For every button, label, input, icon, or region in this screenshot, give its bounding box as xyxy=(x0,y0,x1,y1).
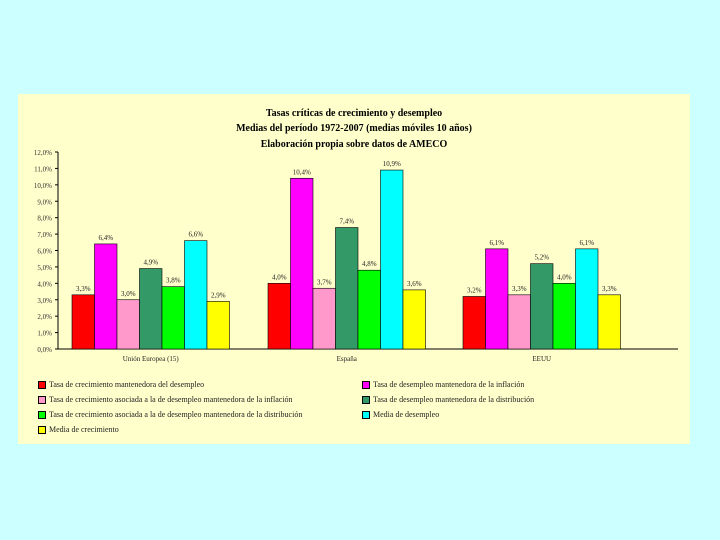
bar xyxy=(290,177,314,350)
bar-value-label: 3,3% xyxy=(602,285,617,293)
bar-value-label: 10,9% xyxy=(383,160,401,168)
legend-label: Tasa de desempleo mantenedora de la dist… xyxy=(373,395,535,404)
y-tick-label: 2,0% xyxy=(37,313,52,321)
bar xyxy=(161,286,185,350)
bar xyxy=(139,268,163,350)
bar-chart: 0,0% 1,0% 2,0% 3,0% 4,0% 5,0% 6,0% 7,0% 8,0% 9,0%… xyxy=(34,149,678,363)
bar-value-label: 4,8% xyxy=(362,260,377,268)
y-tick-label: 6,0% xyxy=(37,248,52,256)
bar xyxy=(335,227,359,350)
legend-swatch xyxy=(362,381,370,390)
legend-swatch xyxy=(38,381,46,390)
legend-item: Tasa de crecimiento asociada a la de des… xyxy=(38,410,303,420)
bar xyxy=(357,269,381,350)
x-category-label: España xyxy=(337,355,358,363)
legend-item: Tasa de crecimiento mantenedora del dese… xyxy=(38,380,205,390)
bar-value-label: 6,1% xyxy=(489,239,504,247)
chart-source-note: Elaboración propia sobre datos de AMECO xyxy=(260,139,448,150)
y-tick-label: 4,0% xyxy=(37,280,52,288)
bar-value-label: 7,4% xyxy=(339,218,354,226)
x-category-label: EEUU xyxy=(532,355,551,363)
legend-swatch xyxy=(38,426,46,435)
chart-legend: Tasa de crecimiento mantenedora del dese… xyxy=(32,377,688,440)
bar-value-label: 10,4% xyxy=(293,168,311,176)
bar xyxy=(507,294,531,350)
y-tick-label: 9,0% xyxy=(37,198,52,206)
legend-swatch xyxy=(38,411,46,420)
bar xyxy=(485,248,509,350)
bar-value-label: 3,3% xyxy=(76,285,91,293)
chart-title: Tasas críticas de crecimiento y desemple… xyxy=(265,108,443,119)
legend-label: Media de crecimiento xyxy=(49,425,119,434)
bar-value-label: 6,4% xyxy=(98,234,113,242)
legend-label: Media de desempleo xyxy=(373,410,440,419)
bar-value-label: 3,7% xyxy=(317,278,332,286)
bar xyxy=(206,301,230,350)
bar xyxy=(94,243,118,350)
legend-swatch xyxy=(362,396,370,405)
legend-item: Media de desempleo xyxy=(362,410,440,420)
y-tick-label: 10,0% xyxy=(34,182,52,190)
bar-value-label: 3,8% xyxy=(166,277,181,285)
y-tick-label: 0,0% xyxy=(37,346,52,354)
bar-value-label: 4,0% xyxy=(557,273,572,281)
bar xyxy=(402,289,426,350)
bar-value-label: 6,1% xyxy=(579,239,594,247)
bar xyxy=(71,294,95,350)
bar xyxy=(184,240,208,350)
legend-swatch xyxy=(362,411,370,420)
y-tick-label: 7,0% xyxy=(37,231,52,239)
legend-item: Media de crecimiento xyxy=(38,425,119,435)
chart-subtitle: Medias del período 1972-2007 (medias móv… xyxy=(236,123,472,134)
y-tick-label: 5,0% xyxy=(37,264,52,272)
legend-label: Tasa de crecimiento mantenedora del dese… xyxy=(49,380,205,389)
bar xyxy=(380,169,404,350)
bar-value-label: 3,6% xyxy=(407,280,422,288)
bar xyxy=(267,283,291,350)
bar-value-label: 4,0% xyxy=(272,273,287,281)
y-tick-label: 3,0% xyxy=(37,297,52,305)
bar-value-label: 2,9% xyxy=(211,291,226,299)
y-tick-label: 11,0% xyxy=(34,165,52,173)
bar xyxy=(116,299,140,350)
legend-item: Tasa de crecimiento asociada a la de des… xyxy=(38,395,293,405)
legend-item: Tasa de desempleo mantenedora de la infl… xyxy=(362,380,525,390)
bar xyxy=(552,283,576,350)
x-category-label: Unión Europea (15) xyxy=(123,355,180,363)
bar-value-label: 4,9% xyxy=(143,259,158,267)
bar-value-label: 3,3% xyxy=(512,285,527,293)
legend-label: Tasa de crecimiento asociada a la de des… xyxy=(49,410,303,419)
legend-label: Tasa de crecimiento asociada a la de des… xyxy=(49,395,293,404)
y-tick-label: 1,0% xyxy=(37,330,52,338)
legend-item: Tasa de desempleo mantenedora de la dist… xyxy=(362,395,535,405)
chart-panel: Tasas críticas de crecimiento y desemple… xyxy=(18,94,690,444)
y-tick-label: 12,0% xyxy=(34,149,52,157)
bar xyxy=(462,296,486,350)
bar-value-label: 6,6% xyxy=(188,231,203,239)
bar xyxy=(530,263,554,350)
bar xyxy=(312,287,336,350)
legend-swatch xyxy=(38,396,46,405)
bar-value-label: 3,0% xyxy=(121,290,136,298)
bar xyxy=(575,248,599,350)
bar xyxy=(597,294,621,350)
bar-value-label: 5,2% xyxy=(534,254,549,262)
legend-label: Tasa de desempleo mantenedora de la infl… xyxy=(373,380,525,389)
y-tick-label: 8,0% xyxy=(37,215,52,223)
bar-value-label: 3,2% xyxy=(467,286,482,294)
